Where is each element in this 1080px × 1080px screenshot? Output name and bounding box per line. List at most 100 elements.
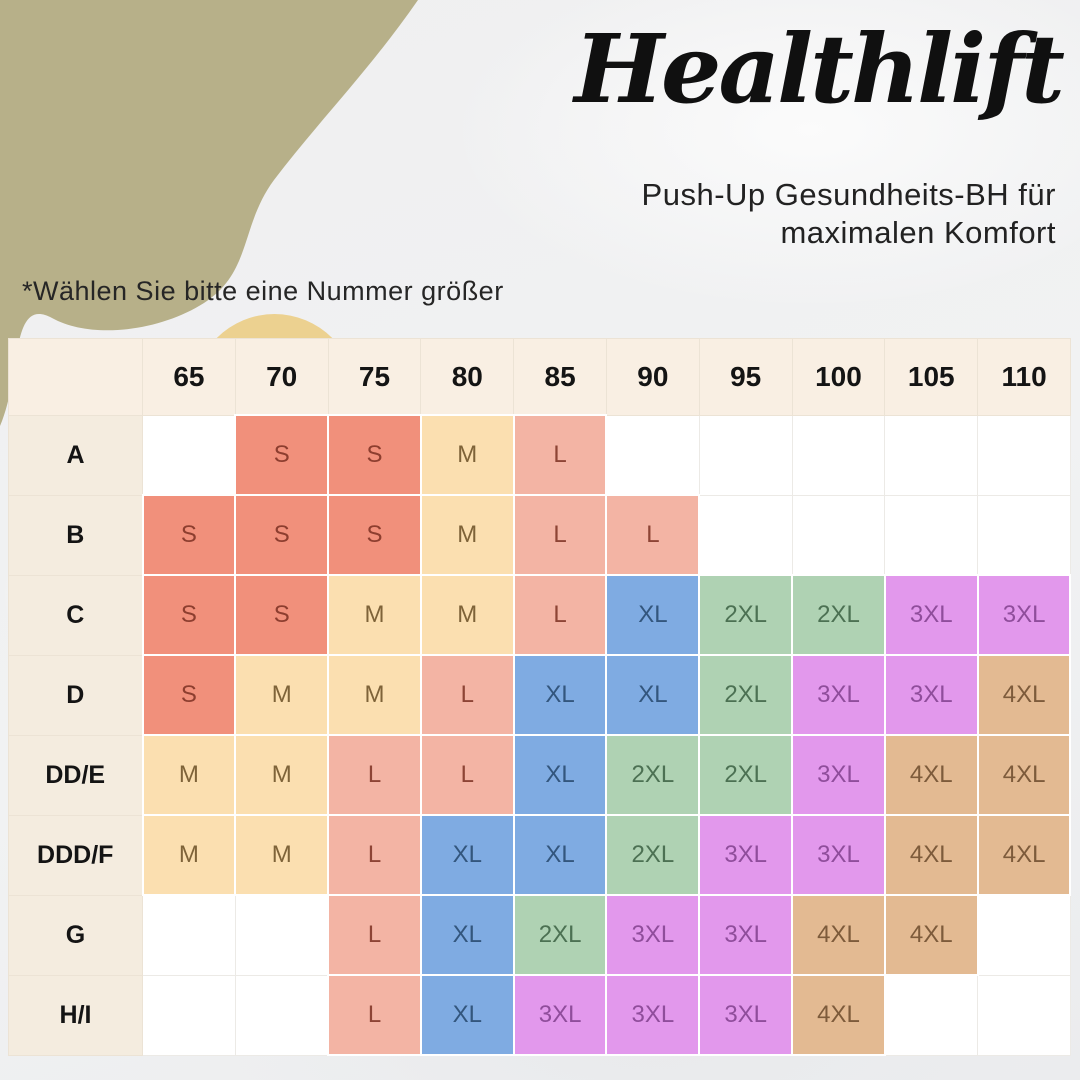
- size-cell-A-90: [605, 414, 700, 496]
- size-cell-G-85: 2XL: [512, 894, 608, 976]
- size-cell-D-85: XL: [512, 654, 608, 736]
- size-cell-DDD-F-75: L: [327, 814, 422, 896]
- size-cell-DDD-F-85: XL: [512, 814, 608, 896]
- size-cell-A-65: [142, 414, 236, 496]
- size-cell-DD-E-110: 4XL: [976, 734, 1072, 816]
- row-label-C: C: [8, 574, 143, 656]
- product-subtitle: Push-Up Gesundheits-BH für maximalen Komf…: [642, 176, 1056, 252]
- size-cell-B-105: [884, 494, 979, 576]
- size-cell-DD-E-105: 4XL: [883, 734, 979, 816]
- size-cell-B-80: M: [419, 494, 515, 576]
- size-cell-D-70: M: [234, 654, 330, 736]
- size-cell-G-90: 3XL: [605, 894, 701, 976]
- size-cell-DD-E-95: 2XL: [698, 734, 794, 816]
- size-cell-DDD-F-100: 3XL: [791, 814, 886, 896]
- size-cell-H-I-75: L: [327, 974, 422, 1056]
- table-row-DDD-F: DDD/F M M L XL XL 2XL 3XL 3XL 4XL 4XL: [8, 814, 1072, 896]
- size-cell-G-75: L: [327, 894, 422, 976]
- size-cell-H-I-85: 3XL: [512, 974, 608, 1056]
- size-cell-B-95: [698, 494, 793, 576]
- size-cell-G-65: [142, 894, 236, 976]
- row-label-DDD-F: DDD/F: [8, 814, 143, 896]
- table-row-H-I: H/I L XL 3XL 3XL 3XL 4XL: [8, 974, 1071, 1056]
- size-cell-DD-E-85: XL: [512, 734, 608, 816]
- column-header-90: 90: [605, 338, 700, 416]
- column-header-100: 100: [791, 338, 886, 416]
- size-cell-C-90: XL: [605, 574, 701, 656]
- size-cell-G-80: XL: [419, 894, 515, 976]
- row-label-D: D: [8, 654, 143, 736]
- row-label-A: A: [8, 414, 143, 496]
- size-cell-DD-E-70: M: [234, 734, 330, 816]
- size-cell-H-I-110: [977, 974, 1071, 1056]
- size-cell-A-105: [884, 414, 979, 496]
- table-row-D: D S M M L XL XL 2XL 3XL 3XL 4XL: [8, 654, 1072, 736]
- row-label-G: G: [8, 894, 143, 976]
- size-cell-B-110: [977, 494, 1071, 576]
- size-note: *Wählen Sie bitte eine Nummer größer: [22, 276, 504, 306]
- size-cell-H-I-90: 3XL: [605, 974, 701, 1056]
- size-cell-D-95: 2XL: [698, 654, 794, 736]
- size-cell-A-70: S: [234, 414, 330, 496]
- table-head: 65 70 75 80 85 90 95 100 105 110: [8, 338, 1071, 416]
- column-header-70: 70: [234, 338, 329, 416]
- size-cell-C-80: M: [419, 574, 515, 656]
- size-cell-H-I-65: [142, 974, 236, 1056]
- table-row-C: C S S M M L XL 2XL 2XL 3XL 3XL: [8, 574, 1072, 656]
- size-cell-G-110: [977, 894, 1071, 976]
- subtitle-line-1: Push-Up Gesundheits-BH für: [641, 177, 1056, 212]
- size-cell-A-80: M: [419, 414, 515, 496]
- size-cell-B-90: L: [605, 494, 701, 576]
- size-cell-G-70: [234, 894, 329, 976]
- column-header-95: 95: [698, 338, 793, 416]
- size-cell-D-110: 4XL: [976, 654, 1072, 736]
- size-cell-DDD-F-80: XL: [419, 814, 515, 896]
- size-cell-DD-E-100: 3XL: [791, 734, 886, 816]
- size-cell-H-I-80: XL: [419, 974, 515, 1056]
- size-cell-A-110: [977, 414, 1071, 496]
- size-cell-C-110: 3XL: [976, 574, 1072, 656]
- size-cell-A-85: L: [512, 414, 608, 496]
- size-cell-D-90: XL: [605, 654, 701, 736]
- size-cell-DDD-F-70: M: [234, 814, 330, 896]
- table-corner-cell: [8, 338, 143, 416]
- size-cell-H-I-70: [234, 974, 329, 1056]
- size-cell-B-100: [791, 494, 886, 576]
- size-cell-B-75: S: [327, 494, 422, 576]
- column-header-85: 85: [513, 338, 607, 416]
- size-cell-C-70: S: [234, 574, 330, 656]
- row-label-DD-E: DD/E: [8, 734, 143, 816]
- size-cell-DDD-F-65: M: [141, 814, 237, 896]
- size-cell-D-105: 3XL: [883, 654, 979, 736]
- table-body: A S S M L B S S S M L L C S S M M L XL 2XL 2XL 3XL 3XL D S M M L XL X…: [8, 414, 1072, 1056]
- row-label-B: B: [8, 494, 143, 576]
- size-cell-A-100: [791, 414, 886, 496]
- size-cell-DDD-F-95: 3XL: [698, 814, 794, 896]
- size-cell-DD-E-90: 2XL: [605, 734, 701, 816]
- column-header-65: 65: [142, 338, 236, 416]
- size-cell-B-85: L: [512, 494, 608, 576]
- size-cell-DDD-F-110: 4XL: [976, 814, 1072, 896]
- column-header-110: 110: [977, 338, 1071, 416]
- size-cell-H-I-105: [884, 974, 979, 1056]
- column-header-80: 80: [420, 338, 515, 416]
- size-cell-DD-E-75: L: [327, 734, 422, 816]
- size-cell-C-100: 2XL: [791, 574, 886, 656]
- size-cell-C-65: S: [141, 574, 237, 656]
- column-header-105: 105: [884, 338, 979, 416]
- size-cell-A-95: [698, 414, 793, 496]
- size-cell-A-75: S: [327, 414, 422, 496]
- table-row-G: G L XL 2XL 3XL 3XL 4XL 4XL: [8, 894, 1071, 976]
- size-cell-C-105: 3XL: [883, 574, 979, 656]
- row-label-H-I: H/I: [8, 974, 143, 1056]
- subtitle-line-2: maximalen Komfort: [780, 214, 1056, 250]
- size-cell-C-85: L: [512, 574, 608, 656]
- size-cell-C-75: M: [327, 574, 422, 656]
- size-cell-D-75: M: [327, 654, 422, 736]
- size-cell-D-80: L: [419, 654, 515, 736]
- size-cell-G-105: 4XL: [883, 894, 979, 976]
